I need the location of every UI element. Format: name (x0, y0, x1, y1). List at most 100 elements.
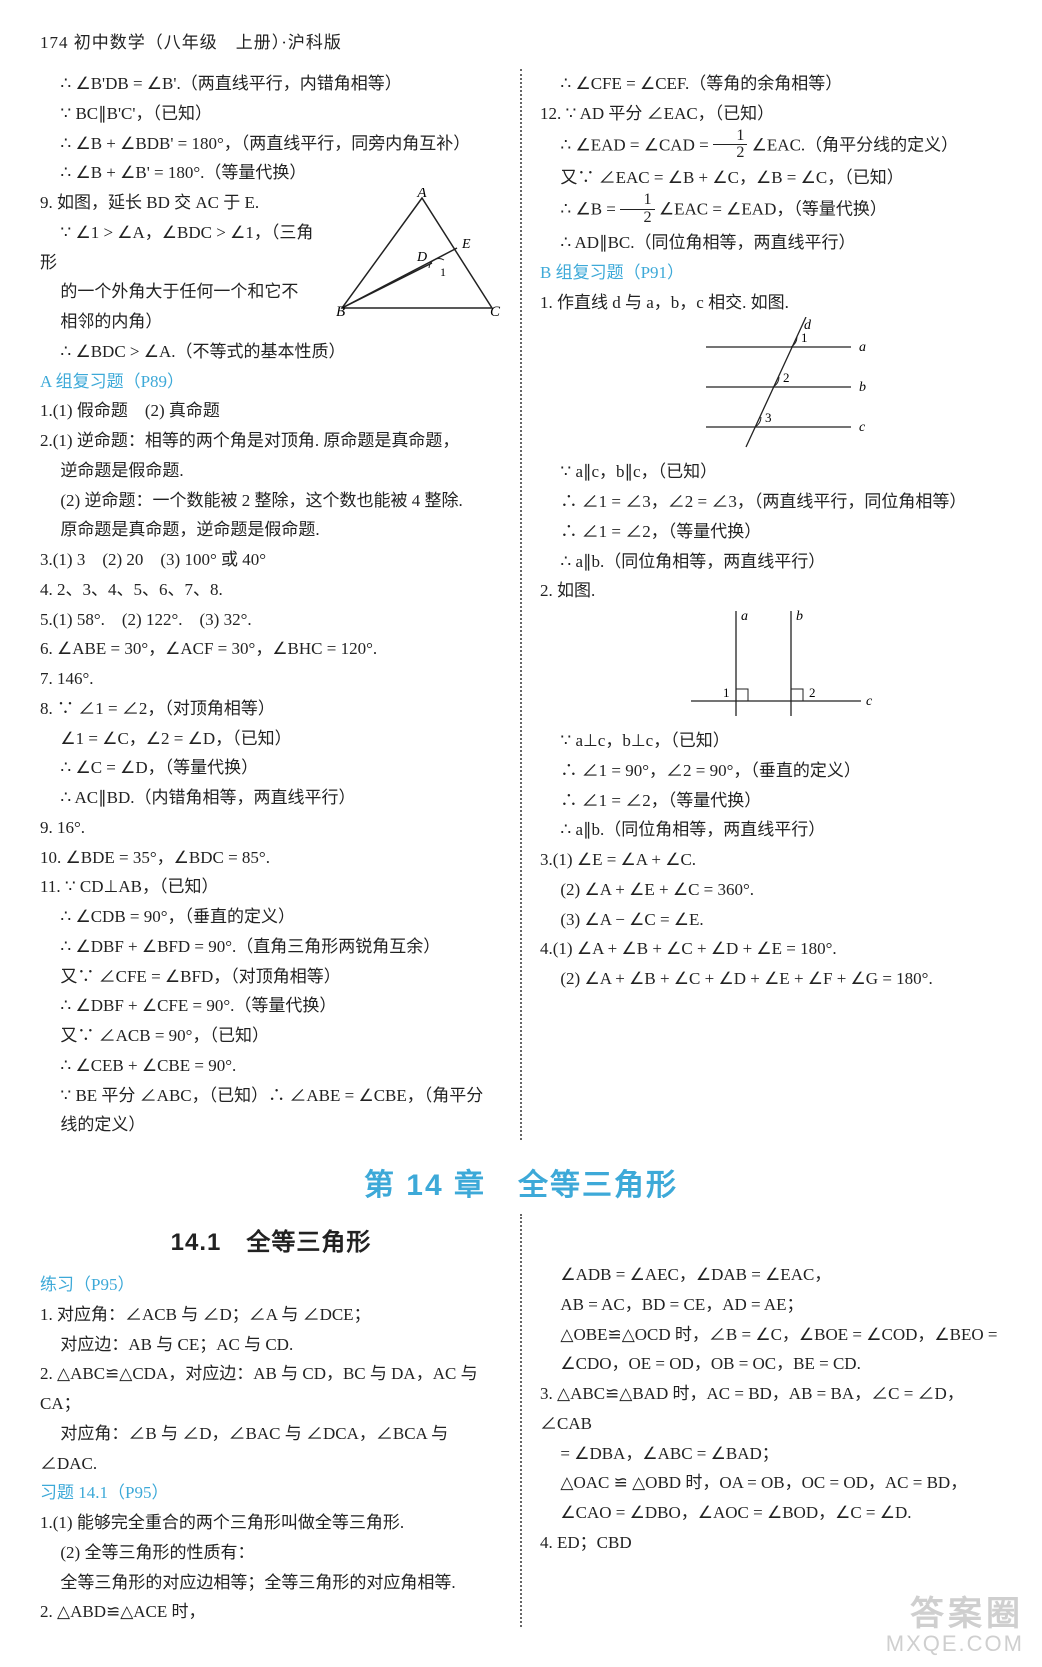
text-line: (2) ∠A + ∠B + ∠C + ∠D + ∠E + ∠F + ∠G = 1… (540, 964, 1002, 994)
text-line: ∴ ∠1 = ∠3，∠2 = ∠3，（两直线平行，同位角相等） (540, 487, 1002, 517)
text-line: 线的定义） (40, 1110, 502, 1140)
text-line: AB = AC，BD = CE，AD = AE； (540, 1290, 1002, 1320)
page-header: 174 初中数学（八年级 上册）·沪科版 (40, 28, 1002, 53)
text-line: 逆命题是假命题. (40, 456, 502, 486)
text-line: ∠CAO = ∠DBO，∠AOC = ∠BOD，∠C = ∠D. (540, 1498, 1002, 1528)
text-line: ∵ BC∥B'C'，（已知） (40, 99, 502, 129)
text-line: 3.(1) ∠E = ∠A + ∠C. (540, 845, 1002, 875)
text-line: = ∠DBA，∠ABC = ∠BAD； (540, 1439, 1002, 1469)
text-line: ∴ ∠CFE = ∠CEF.（等角的余角相等） (540, 69, 1002, 99)
text-line: 3.(1) 3 (2) 20 (3) 100° 或 40° (40, 545, 502, 575)
parallel-lines-figure: d a b c 1 2 3 (651, 317, 891, 457)
text-line: ∴ ∠B = 12 ∠EAC = ∠EAD，（等量代换） (540, 193, 1002, 228)
text-line: ∴ ∠1 = 90°，∠2 = 90°，（垂直的定义） (540, 756, 1002, 786)
label-C: C (490, 304, 501, 318)
text-line: △OBE≌△OCD 时，∠B = ∠C，∠BOE = ∠COD，∠BEO = (540, 1320, 1002, 1350)
text-line: ∴ a∥b.（同位角相等，两直线平行） (540, 815, 1002, 845)
text-line: 11. ∵ CD⊥AB，（已知） (40, 872, 502, 902)
label-b: b (859, 380, 866, 395)
col-right-lower: ∠ADB = ∠AEC，∠DAB = ∠EAC， AB = AC，BD = CE… (522, 1214, 1002, 1627)
text-line: 全等三角形的对应边相等；全等三角形的对应角相等. (40, 1568, 502, 1598)
text-line: ∴ ∠B + ∠BDB' = 180°，（两直线平行，同旁内角互补） (40, 129, 502, 159)
label-a: a (859, 340, 866, 355)
watermark-url: MXQE.COM (886, 1631, 1024, 1657)
text-line: 2. △ABC≌△CDA，对应边：AB 与 CD，BC 与 DA，AC 与 CA… (40, 1359, 502, 1419)
text-line: ∴ ∠C = ∠D，（等量代换） (40, 753, 502, 783)
col-right-upper: ∴ ∠CFE = ∠CEF.（等角的余角相等） 12. ∵ AD 平分 ∠EAC… (522, 69, 1002, 1140)
text-line: 5.(1) 58°. (2) 122°. (3) 32°. (40, 605, 502, 635)
text-line: 3. △ABC≌△BAD 时，AC = BD，AB = BA，∠C = ∠D，∠… (540, 1379, 1002, 1439)
text-line: ∠1 = ∠C，∠2 = ∠D，（已知） (40, 724, 502, 754)
text-line: 4. 2、3、4、5、6、7、8. (40, 575, 502, 605)
section-practice-link: 练习（P95） (40, 1270, 502, 1300)
text-span: ∴ ∠EAD = ∠CAD = (560, 135, 713, 154)
text-line: ∴ ∠B'DB = ∠B'.（两直线平行，内错角相等） (40, 69, 502, 99)
text-line: 2.(1) 逆命题：相等的两个角是对顶角. 原命题是真命题， (40, 426, 502, 456)
text-span: ∠EAC.（角平分线的定义） (747, 135, 958, 154)
label-1: 1 (440, 265, 446, 279)
col-left-lower: 14.1 全等三角形 练习（P95） 1. 对应角：∠ACB 与 ∠D；∠A 与… (40, 1214, 522, 1627)
frac-den: 2 (620, 210, 654, 227)
section-exercise-link: 习题 14.1（P95） (40, 1478, 502, 1508)
text-line: ∴ ∠1 = ∠2，（等量代换） (540, 517, 1002, 547)
label-b: b (796, 609, 803, 624)
section-b-link: B 组复习题（P91） (540, 258, 1002, 288)
chapter-title: 第 14 章 全等三角形 (40, 1160, 1002, 1204)
text-line: 对应边：AB 与 CE；AC 与 CD. (40, 1330, 502, 1360)
fraction-half: 12 (620, 192, 654, 227)
text-line: (2) ∠A + ∠E + ∠C = 360°. (540, 875, 1002, 905)
text-line: 2. 如图. (540, 576, 1002, 606)
text-line: (3) ∠A − ∠C = ∠E. (540, 905, 1002, 935)
label-c: c (866, 694, 873, 709)
fraction-half: 12 (713, 128, 747, 163)
text-line: ∴ ∠CEB + ∠CBE = 90°. (40, 1051, 502, 1081)
text-line: ∵ a∥c，b∥c，（已知） (540, 457, 1002, 487)
label-2: 2 (809, 685, 816, 700)
text-line: 9. 16°. (40, 813, 502, 843)
label-1: 1 (723, 685, 730, 700)
text-line: 1. 对应角：∠ACB 与 ∠D；∠A 与 ∠DCE； (40, 1300, 502, 1330)
label-2: 2 (783, 370, 790, 385)
text-span: ∠EAC = ∠EAD，（等量代换） (655, 200, 887, 219)
text-line: ∴ AC∥BD.（内错角相等，两直线平行） (40, 783, 502, 813)
perpendicular-figure: a b c 1 2 (661, 606, 881, 726)
frac-num: 1 (620, 192, 654, 210)
text-line: 又∵ ∠ACB = 90°，（已知） (40, 1021, 502, 1051)
text-line: ∴ ∠CDB = 90°，（垂直的定义） (40, 902, 502, 932)
label-3: 3 (765, 410, 772, 425)
text-line: 又∵ ∠EAC = ∠B + ∠C，∠B = ∠C，（已知） (540, 163, 1002, 193)
label-E: E (461, 237, 471, 252)
text-line: ∴ ∠EAD = ∠CAD = 12 ∠EAC.（角平分线的定义） (540, 129, 1002, 164)
text-line: △OAC ≌ △OBD 时，OA = OB，OC = OD，AC = BD， (540, 1468, 1002, 1498)
section-a-link: A 组复习题（P89） (40, 367, 502, 397)
text-line: ∴ ∠BDC > ∠A.（不等式的基本性质） (40, 337, 502, 367)
frac-den: 2 (713, 145, 747, 162)
subchapter-title: 14.1 全等三角形 (40, 1222, 502, 1264)
text-line: 对应角：∠B 与 ∠D，∠BAC 与 ∠DCA，∠BCA 与 ∠DAC. (40, 1419, 502, 1479)
label-D: D (416, 250, 427, 265)
text-line: 10. ∠BDE = 35°，∠BDC = 85°. (40, 843, 502, 873)
text-line: 1. 作直线 d 与 a，b，c 相交. 如图. (540, 288, 1002, 318)
text-line: 7. 146°. (40, 664, 502, 694)
text-line: ∠ADB = ∠AEC，∠DAB = ∠EAC， (540, 1260, 1002, 1290)
page-container: 174 初中数学（八年级 上册）·沪科版 ∴ ∠B'DB = ∠B'.（两直线平… (0, 0, 1042, 1667)
text-line: 1.(1) 假命题 (2) 真命题 (40, 396, 502, 426)
text-line: 又∵ ∠CFE = ∠BFD，（对顶角相等） (40, 962, 502, 992)
text-line: ∴ ∠1 = ∠2，（等量代换） (540, 786, 1002, 816)
text-line: 2. △ABD≌△ACE 时， (40, 1597, 502, 1627)
text-line: ∴ ∠DBF + ∠BFD = 90°.（直角三角形两锐角互余） (40, 932, 502, 962)
label-B: B (336, 304, 345, 318)
label-1: 1 (801, 330, 808, 345)
text-line: ∴ AD∥BC.（同位角相等，两直线平行） (540, 228, 1002, 258)
frac-num: 1 (713, 128, 747, 146)
text-line: ∴ a∥b.（同位角相等，两直线平行） (540, 547, 1002, 577)
text-line: 原命题是真命题，逆命题是假命题. (40, 515, 502, 545)
text-line: ∵ BE 平分 ∠ABC，（已知）∴ ∠ABE = ∠CBE，（角平分 (40, 1081, 502, 1111)
triangle-figure: A B C D E 1 (332, 188, 502, 318)
text-line: ∵ a⊥c，b⊥c，（已知） (540, 726, 1002, 756)
text-line: 8. ∵ ∠1 = ∠2，（对顶角相等） (40, 694, 502, 724)
text-line: 4.(1) ∠A + ∠B + ∠C + ∠D + ∠E = 180°. (540, 934, 1002, 964)
text-line: (2) 逆命题：一个数能被 2 整除，这个数也能被 4 整除. (40, 486, 502, 516)
col-left-upper: ∴ ∠B'DB = ∠B'.（两直线平行，内错角相等） ∵ BC∥B'C'，（已… (40, 69, 522, 1140)
text-line: ∠CDO，OE = OD，OB = OC，BE = CD. (540, 1349, 1002, 1379)
